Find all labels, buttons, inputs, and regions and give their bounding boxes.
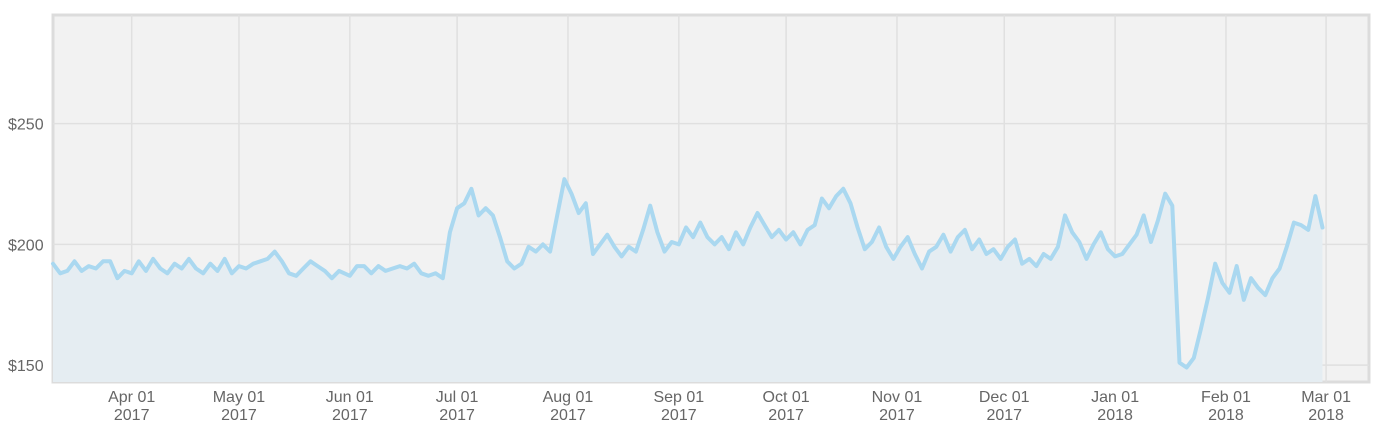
x-tick-label-month: Oct 01 [763, 389, 810, 406]
x-tick-label-month: Apr 01 [108, 389, 155, 406]
x-tick-label-month: Feb 01 [1201, 389, 1251, 406]
x-tick-label-year: 2017 [879, 407, 915, 424]
x-tick-label-year: 2018 [1208, 407, 1244, 424]
x-tick-label-year: 2017 [114, 407, 150, 424]
x-tick-label-month: Jun 01 [326, 389, 374, 406]
x-tick-label-year: 2017 [768, 407, 804, 424]
series-line [51, 177, 1325, 370]
x-tick-label-year: 2017 [439, 407, 475, 424]
x-tick-label-month: Aug 01 [543, 389, 594, 406]
x-tick-label-month: Nov 01 [872, 389, 923, 406]
x-tick-label-year: 2017 [550, 407, 586, 424]
x-tick-label-year: 2017 [986, 407, 1022, 424]
y-tick-label: $250 [8, 117, 44, 134]
series-area-fill [53, 179, 1323, 382]
x-tick-label-month: May 01 [213, 389, 266, 406]
x-tick-label-year: 2017 [332, 407, 368, 424]
x-tick-label-month: Sep 01 [653, 389, 704, 406]
x-tick-label-year: 2017 [661, 407, 697, 424]
x-tick-label-month: Mar 01 [1301, 389, 1351, 406]
x-tick-label-year: 2018 [1097, 407, 1133, 424]
x-tick-label-year: 2018 [1308, 407, 1344, 424]
x-tick-label-month: Dec 01 [979, 389, 1030, 406]
y-tick-label: $200 [8, 237, 44, 254]
x-tick-label-month: Jul 01 [436, 389, 479, 406]
x-tick-label-year: 2017 [221, 407, 257, 424]
y-axis-ticks: $150 $200 $250 [8, 117, 44, 375]
x-tick-label-month: Jan 01 [1091, 389, 1139, 406]
y-tick-label: $150 [8, 358, 44, 375]
